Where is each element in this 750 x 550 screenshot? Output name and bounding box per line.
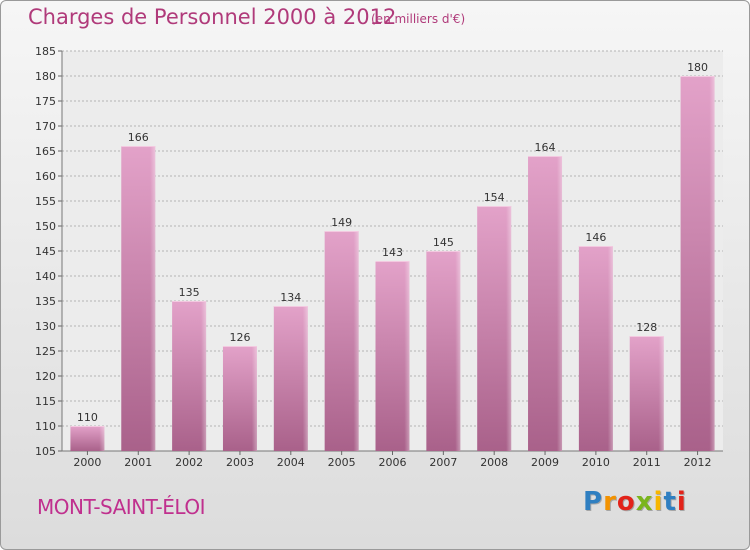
x-tick-label: 2005 — [328, 456, 356, 469]
bar-highlight — [426, 251, 461, 451]
bar-highlight — [324, 231, 359, 451]
y-tick-label: 160 — [35, 170, 56, 183]
x-tick-label: 2010 — [582, 456, 610, 469]
data-label: 180 — [687, 61, 708, 74]
commune-name: MONT-SAINT-ÉLOI — [37, 495, 205, 519]
bar-highlight — [680, 76, 715, 451]
y-tick-label: 120 — [35, 370, 56, 383]
data-label: 126 — [229, 331, 250, 344]
y-tick-label: 125 — [35, 345, 56, 358]
bar-highlight — [528, 156, 563, 451]
y-tick-label: 180 — [35, 70, 56, 83]
y-tick-label: 105 — [35, 445, 56, 458]
y-tick-label: 150 — [35, 220, 56, 233]
unit-note: (en milliers d'€) — [371, 12, 466, 26]
proxiti-logo[interactable]: Proxiti — [583, 487, 687, 517]
logo-letter: P — [583, 487, 604, 517]
bar-highlight — [375, 261, 410, 451]
bars — [70, 76, 715, 451]
data-label: 149 — [331, 216, 352, 229]
logo-letter: t — [663, 487, 677, 517]
x-tick-label: 2009 — [531, 456, 559, 469]
data-label: 110 — [77, 411, 98, 424]
bar-highlight — [477, 206, 512, 451]
data-label: 154 — [484, 191, 505, 204]
y-tick-label: 155 — [35, 195, 56, 208]
x-tick-label: 2007 — [429, 456, 457, 469]
data-label: 145 — [433, 236, 454, 249]
bar-highlight — [121, 146, 156, 451]
data-label: 143 — [382, 246, 403, 259]
data-label: 164 — [535, 141, 556, 154]
bar-highlight — [273, 306, 308, 451]
y-tick-label: 135 — [35, 295, 56, 308]
data-label: 134 — [280, 291, 301, 304]
y-tick-label: 170 — [35, 120, 56, 133]
logo-letter: i — [653, 487, 664, 517]
data-label: 128 — [636, 321, 657, 334]
x-tick-label: 2000 — [73, 456, 101, 469]
x-tick-label: 2002 — [175, 456, 203, 469]
axes: 105 110 115 120 125 130 135 140 145 150 155 160 165 1… — [35, 45, 723, 469]
y-tick-label: 115 — [35, 395, 56, 408]
y-tick-label: 110 — [35, 420, 56, 433]
y-tick-label: 165 — [35, 145, 56, 158]
y-tick-label: 175 — [35, 95, 56, 108]
data-label: 135 — [179, 286, 200, 299]
data-label: 146 — [585, 231, 606, 244]
y-tick-label: 140 — [35, 270, 56, 283]
bar-highlight — [222, 346, 257, 451]
y-tick-label: 185 — [35, 45, 56, 58]
x-tick-label: 2011 — [633, 456, 661, 469]
bar-highlight — [70, 426, 105, 451]
y-tick-label: 130 — [35, 320, 56, 333]
bar-highlight — [578, 246, 613, 451]
x-tick-label: 2012 — [684, 456, 712, 469]
logo-letter: r — [603, 487, 617, 517]
data-labels: 110 166 135 126 134 149 143 145 154 164 146 128 180 — [77, 61, 708, 424]
x-tick-label: 2003 — [226, 456, 254, 469]
data-label: 166 — [128, 131, 149, 144]
y-tick-label: 145 — [35, 245, 56, 258]
logo-letter: o — [616, 487, 636, 517]
logo-letter: i — [676, 487, 687, 517]
x-tick-label: 2004 — [277, 456, 305, 469]
bar-highlight — [629, 336, 664, 451]
chart-title: Charges de Personnel 2000 à 2012 — [28, 5, 397, 29]
bar-highlight — [172, 301, 207, 451]
logo-letter: x — [635, 487, 654, 517]
x-tick-label: 2006 — [379, 456, 407, 469]
x-tick-label: 2001 — [124, 456, 152, 469]
x-tick-label: 2008 — [480, 456, 508, 469]
